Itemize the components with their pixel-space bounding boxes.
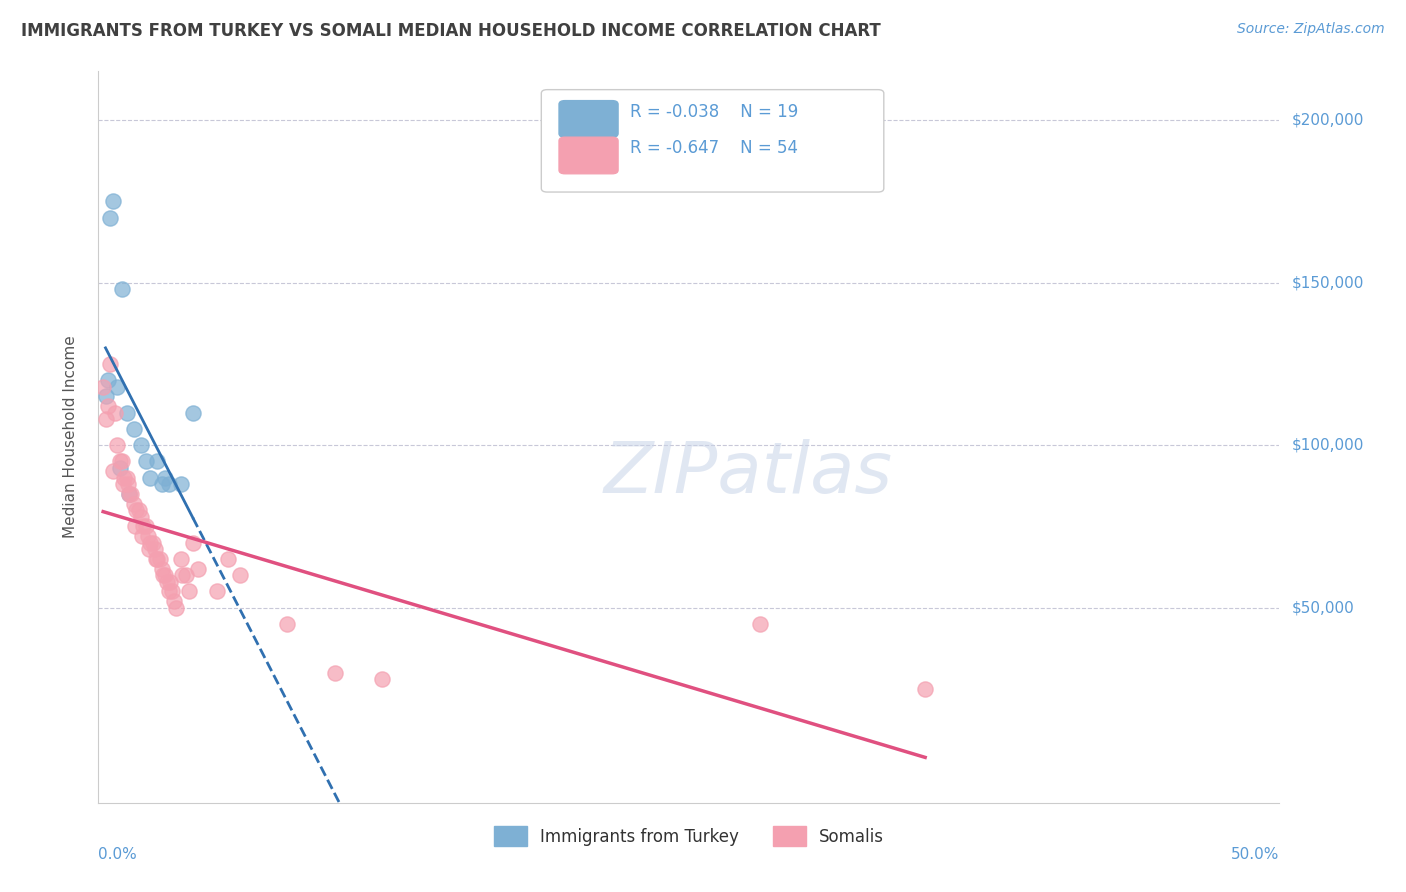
- Point: [371, 673, 394, 687]
- Point: [122, 422, 145, 436]
- Point: [323, 665, 346, 680]
- Point: [94, 412, 117, 426]
- Point: [187, 562, 209, 576]
- Point: [181, 406, 204, 420]
- Point: [105, 438, 128, 452]
- Point: [108, 461, 131, 475]
- Text: $50,000: $50,000: [1291, 600, 1354, 615]
- Point: [115, 406, 138, 420]
- Point: [111, 454, 134, 468]
- Point: [105, 380, 128, 394]
- Point: [101, 464, 124, 478]
- Point: [181, 535, 204, 549]
- Point: [132, 519, 155, 533]
- Point: [150, 562, 173, 576]
- Point: [157, 477, 180, 491]
- Point: [152, 568, 174, 582]
- FancyBboxPatch shape: [560, 137, 619, 174]
- Point: [129, 438, 152, 452]
- Point: [217, 552, 239, 566]
- Point: [122, 497, 145, 511]
- Point: [149, 552, 172, 566]
- Point: [145, 552, 167, 566]
- Point: [136, 529, 159, 543]
- Point: [128, 503, 150, 517]
- Point: [135, 519, 157, 533]
- Point: [139, 535, 162, 549]
- FancyBboxPatch shape: [541, 90, 884, 192]
- Point: [156, 574, 179, 589]
- Point: [157, 584, 180, 599]
- Point: [179, 584, 201, 599]
- FancyBboxPatch shape: [560, 101, 619, 137]
- Point: [98, 357, 121, 371]
- Point: [97, 373, 120, 387]
- Point: [117, 477, 139, 491]
- Point: [153, 568, 176, 582]
- Point: [153, 471, 176, 485]
- Point: [138, 542, 160, 557]
- Point: [115, 471, 138, 485]
- Text: Source: ZipAtlas.com: Source: ZipAtlas.com: [1237, 22, 1385, 37]
- Point: [174, 568, 197, 582]
- Point: [143, 542, 166, 557]
- Point: [276, 617, 298, 632]
- Text: R = -0.038    N = 19: R = -0.038 N = 19: [630, 103, 799, 120]
- Point: [112, 471, 135, 485]
- Point: [159, 574, 181, 589]
- Point: [94, 389, 117, 403]
- Point: [135, 454, 157, 468]
- Point: [118, 487, 141, 501]
- Text: $200,000: $200,000: [1291, 112, 1364, 128]
- Point: [146, 454, 169, 468]
- Text: 0.0%: 0.0%: [98, 847, 138, 862]
- Point: [150, 477, 173, 491]
- Legend: Immigrants from Turkey, Somalis: Immigrants from Turkey, Somalis: [486, 820, 891, 853]
- Point: [139, 471, 162, 485]
- Point: [748, 617, 770, 632]
- Point: [172, 568, 194, 582]
- Point: [98, 211, 121, 225]
- Point: [205, 584, 228, 599]
- Point: [121, 487, 143, 501]
- Point: [129, 509, 152, 524]
- Point: [170, 477, 193, 491]
- Point: [118, 487, 141, 501]
- Point: [112, 477, 135, 491]
- Text: $100,000: $100,000: [1291, 438, 1364, 453]
- Point: [229, 568, 252, 582]
- Text: 50.0%: 50.0%: [1232, 847, 1279, 862]
- Point: [104, 406, 127, 420]
- Text: ZIPatlas: ZIPatlas: [603, 439, 893, 508]
- Y-axis label: Median Household Income: Median Household Income: [63, 335, 77, 539]
- Point: [163, 594, 186, 608]
- Point: [125, 503, 148, 517]
- Text: IMMIGRANTS FROM TURKEY VS SOMALI MEDIAN HOUSEHOLD INCOME CORRELATION CHART: IMMIGRANTS FROM TURKEY VS SOMALI MEDIAN …: [21, 22, 880, 40]
- Point: [165, 600, 187, 615]
- Point: [914, 681, 936, 696]
- Point: [142, 535, 165, 549]
- Text: R = -0.647    N = 54: R = -0.647 N = 54: [630, 139, 797, 157]
- Point: [91, 380, 114, 394]
- Point: [160, 584, 183, 599]
- Text: $150,000: $150,000: [1291, 275, 1364, 290]
- Point: [101, 194, 124, 209]
- Point: [108, 454, 131, 468]
- Point: [124, 519, 146, 533]
- Point: [131, 529, 153, 543]
- Point: [146, 552, 169, 566]
- Point: [97, 399, 120, 413]
- Point: [170, 552, 193, 566]
- Point: [111, 282, 134, 296]
